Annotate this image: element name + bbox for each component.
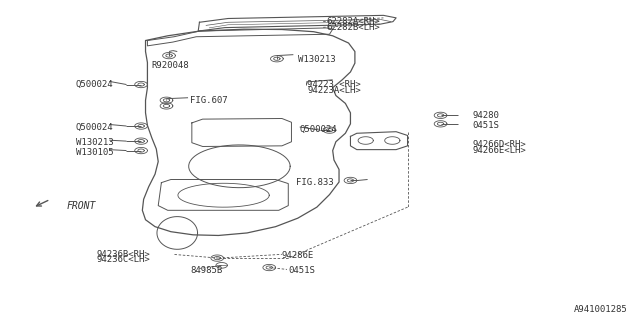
Text: 0451S: 0451S	[288, 266, 315, 275]
Text: A941001285: A941001285	[574, 305, 628, 314]
Text: FIG.607: FIG.607	[190, 96, 228, 105]
Text: 62282A<RH>: 62282A<RH>	[326, 17, 380, 26]
Text: FRONT: FRONT	[66, 201, 95, 211]
Text: W130213: W130213	[298, 55, 335, 64]
Text: W130213: W130213	[76, 138, 113, 147]
Text: FIG.833: FIG.833	[296, 178, 333, 187]
Text: 0451S: 0451S	[472, 121, 499, 130]
Text: 94266E<LH>: 94266E<LH>	[472, 146, 526, 155]
Text: 94223 <RH>: 94223 <RH>	[307, 80, 361, 89]
Text: 94236B<RH>: 94236B<RH>	[97, 250, 150, 259]
Text: 94223A<LH>: 94223A<LH>	[307, 86, 361, 95]
Text: R920048: R920048	[152, 61, 189, 70]
Text: 94280: 94280	[472, 111, 499, 120]
Text: Q500024: Q500024	[300, 125, 337, 134]
Text: 84985B: 84985B	[190, 266, 222, 275]
Text: W130105: W130105	[76, 148, 113, 156]
Text: 62282B<LH>: 62282B<LH>	[326, 23, 380, 32]
Text: 94266D<RH>: 94266D<RH>	[472, 140, 526, 149]
Text: Q500024: Q500024	[76, 80, 113, 89]
Text: Q500024: Q500024	[76, 123, 113, 132]
Text: 94286E: 94286E	[282, 252, 314, 260]
Text: 94236C<LH>: 94236C<LH>	[97, 255, 150, 265]
